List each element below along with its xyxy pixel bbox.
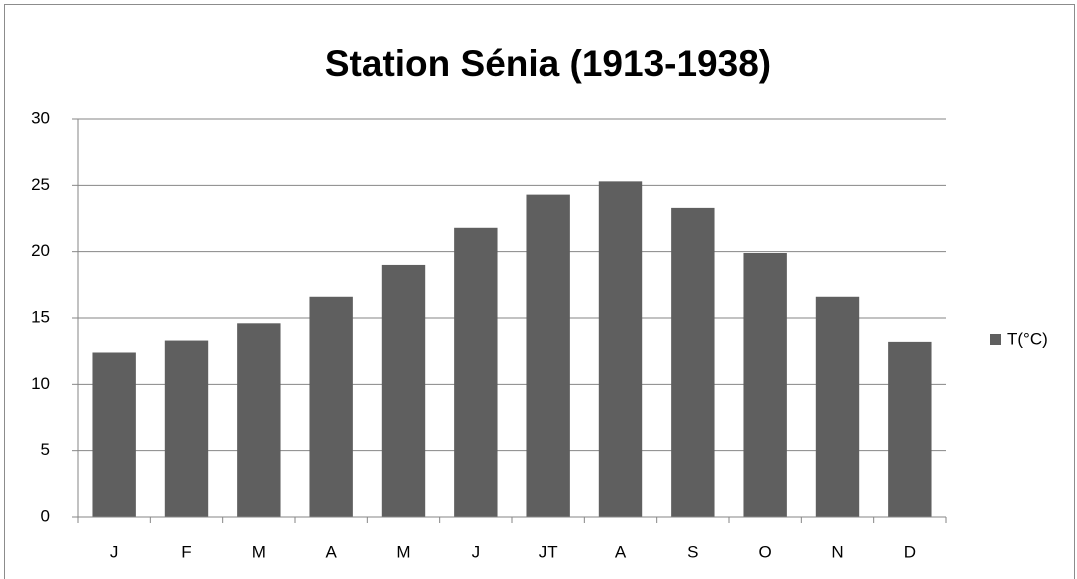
x-tick-label: M — [396, 542, 410, 561]
legend-swatch — [990, 334, 1001, 345]
y-tick-label: 30 — [31, 108, 50, 127]
x-tick-label: O — [759, 542, 772, 561]
bar — [92, 352, 136, 517]
bar — [309, 296, 353, 517]
x-tick-label: M — [252, 542, 266, 561]
y-tick-label: 5 — [41, 440, 50, 459]
x-tick-label: N — [831, 542, 843, 561]
y-tick-label: 20 — [31, 241, 50, 260]
x-tick-label: A — [615, 542, 627, 561]
bar — [671, 207, 715, 518]
x-tick-label: D — [904, 542, 916, 561]
y-tick-label: 0 — [41, 506, 50, 525]
x-tick-label: J — [110, 542, 119, 561]
bar — [888, 341, 932, 517]
y-tick-label: 25 — [31, 175, 50, 194]
x-tick-label: J — [472, 542, 481, 561]
bar — [237, 323, 281, 517]
bar — [526, 194, 570, 517]
y-tick-label: 10 — [31, 374, 50, 393]
x-tick-label: S — [687, 542, 698, 561]
x-tick-label: A — [325, 542, 337, 561]
bar — [743, 252, 787, 517]
y-tick-label: 15 — [31, 307, 50, 326]
bar — [598, 181, 643, 517]
bar — [164, 340, 209, 517]
bar — [381, 264, 426, 517]
x-tick-label: F — [181, 542, 191, 561]
chart-title: Station Sénia (1913-1938) — [325, 43, 771, 84]
legend-label: T(°C) — [1007, 329, 1048, 348]
x-tick-label: JT — [539, 542, 558, 561]
bar — [454, 227, 498, 517]
bar — [815, 296, 860, 517]
